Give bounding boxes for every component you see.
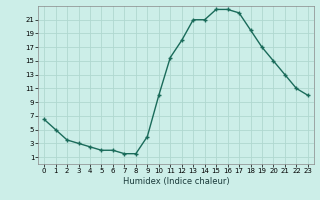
X-axis label: Humidex (Indice chaleur): Humidex (Indice chaleur) — [123, 177, 229, 186]
